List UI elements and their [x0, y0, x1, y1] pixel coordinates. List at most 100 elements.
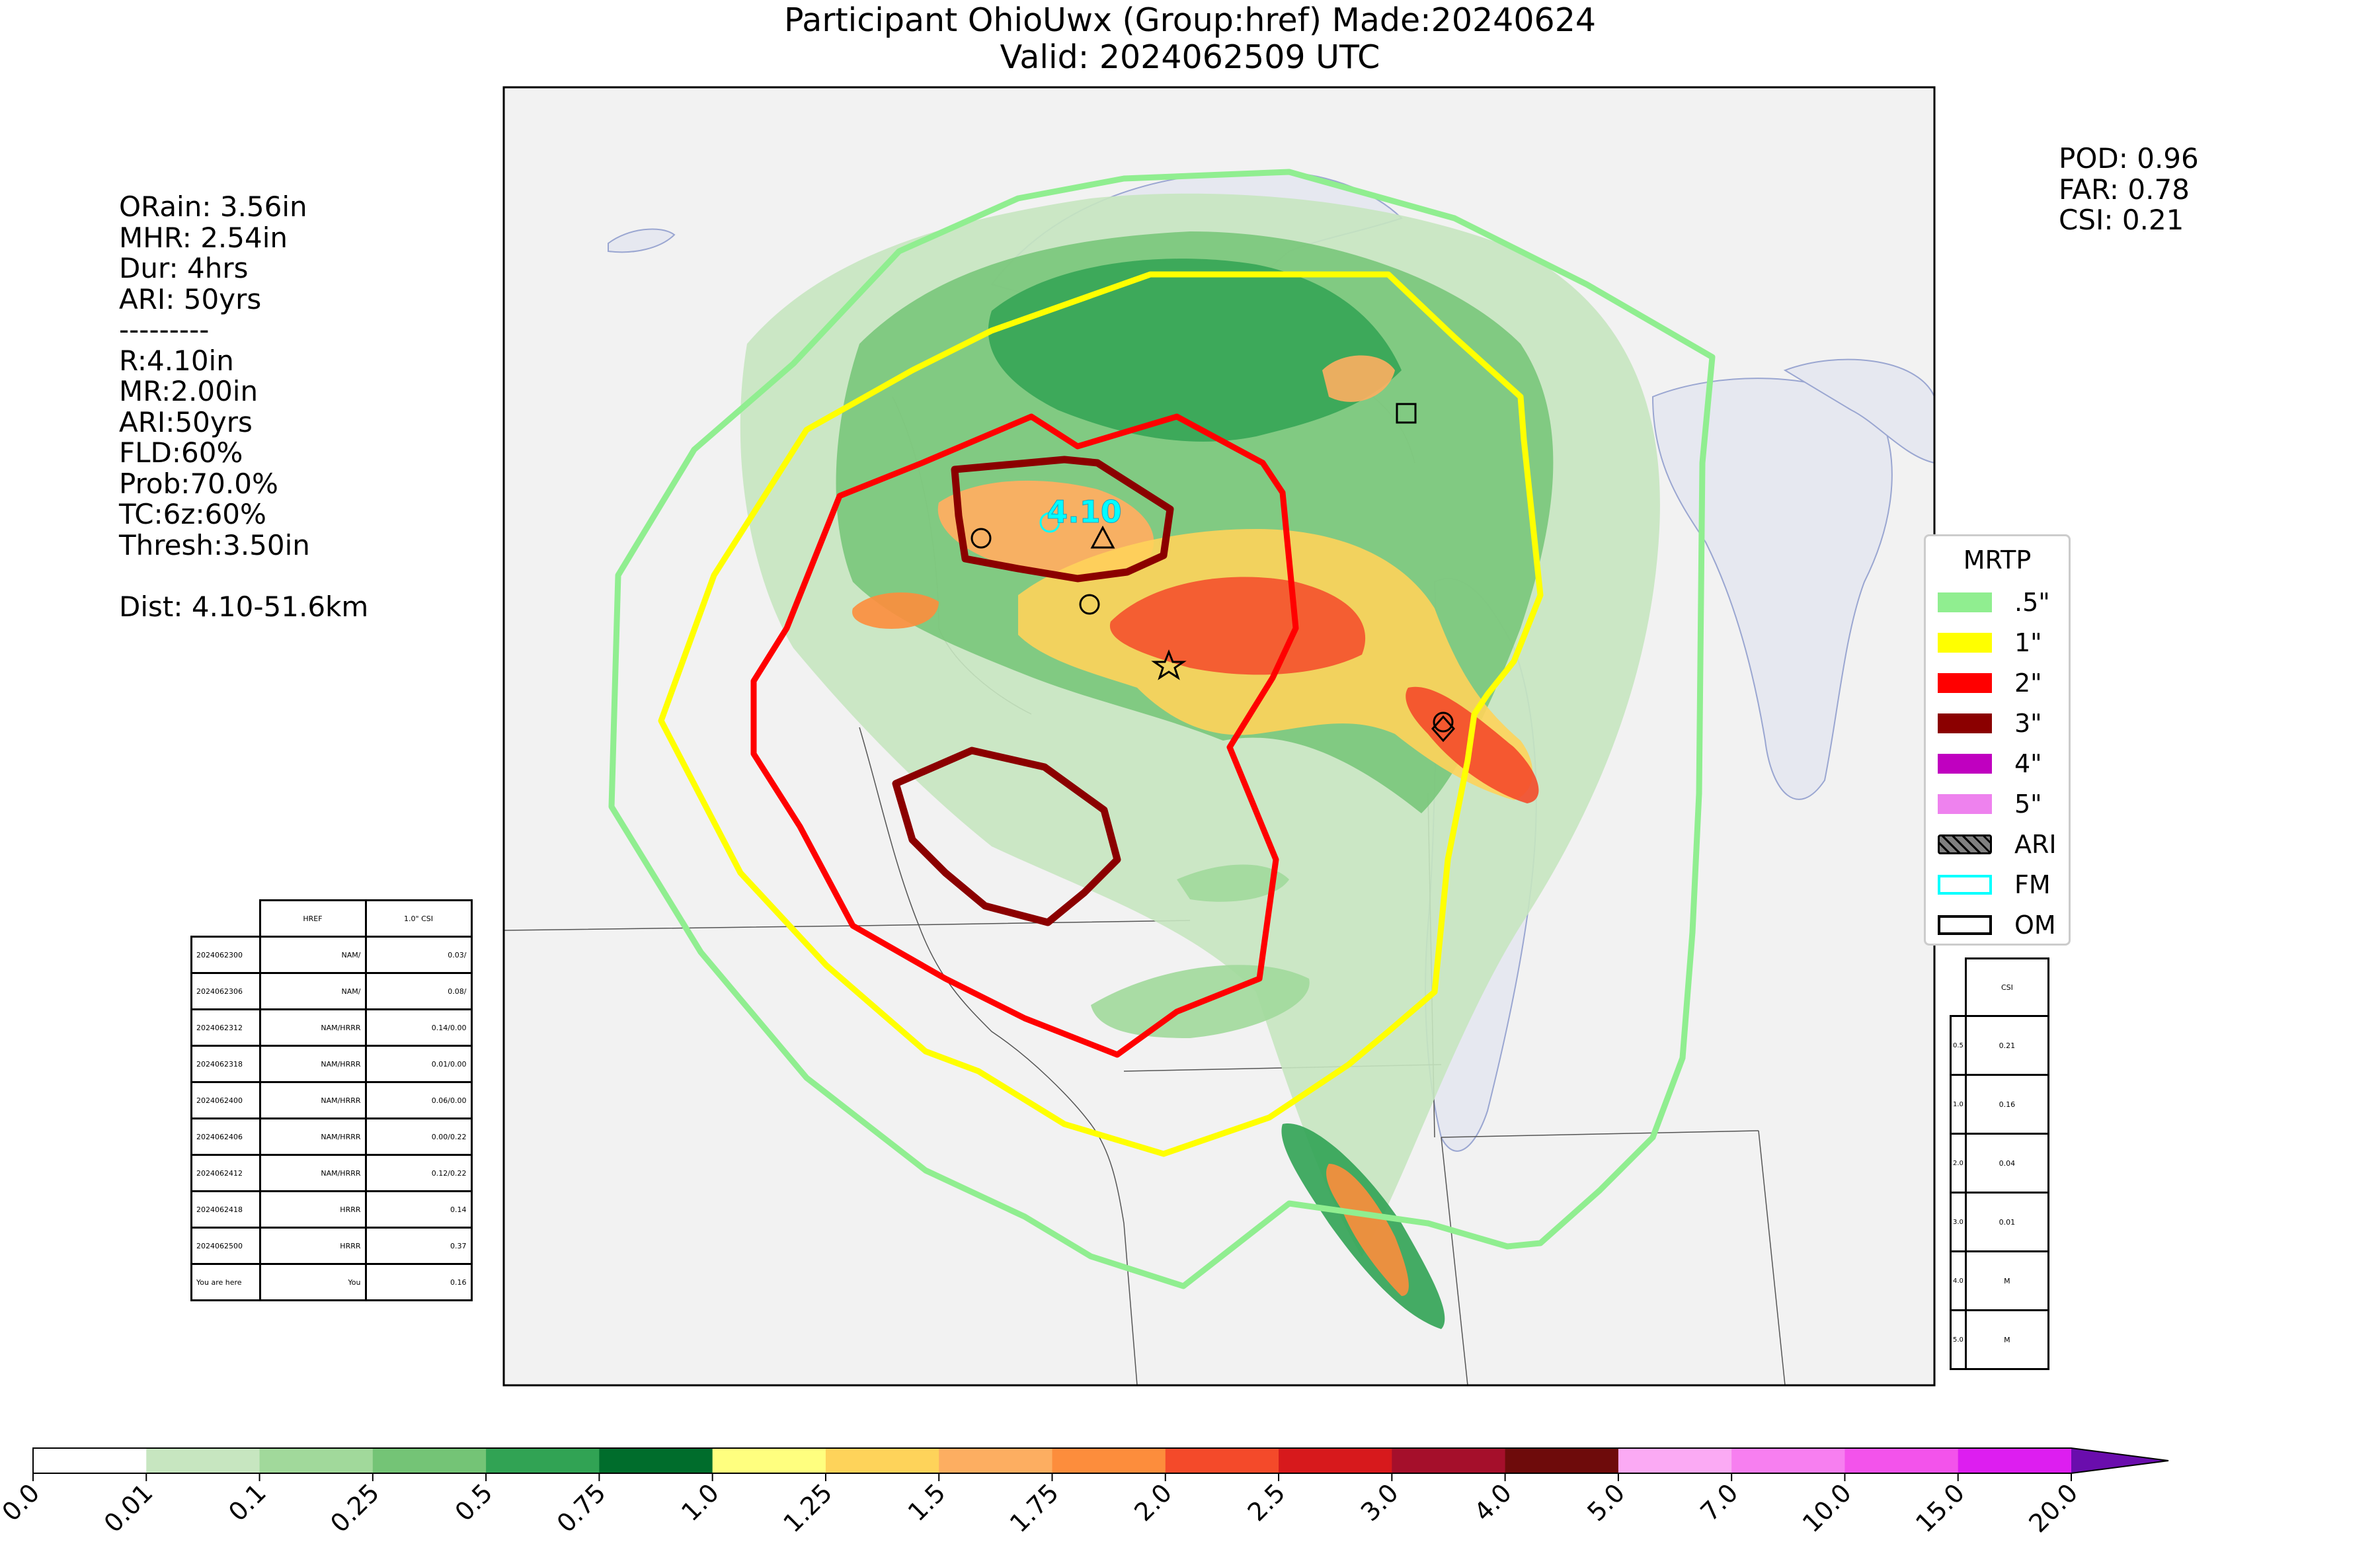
table-cell: 2024062406 — [190, 1117, 261, 1156]
table-row: 2024062318 NAM/HRRR 0.01/0.00 — [190, 1045, 473, 1083]
colorbar-tick-label: 3.0 — [1355, 1478, 1404, 1527]
contour-0.5in — [608, 169, 1716, 1289]
colorbar-tick-label: 1.5 — [902, 1478, 951, 1527]
table-cell: M — [1964, 1309, 2049, 1370]
table-cell: 0.16 — [364, 1263, 473, 1301]
table-cell: M — [1964, 1250, 2049, 1311]
legend-item: FM — [1938, 868, 2051, 901]
stat-line: Thresh:3.50in — [119, 528, 310, 561]
stat-line: FLD:60% — [119, 436, 243, 469]
colorbar-segment — [1505, 1448, 1619, 1473]
table-cell: 2024062412 — [190, 1154, 261, 1192]
legend-label: .5" — [2014, 588, 2050, 617]
colorbar-tick-label: 0.01 — [99, 1478, 159, 1538]
table-cell: 2024062400 — [190, 1081, 261, 1119]
table-cell: 0.21 — [1964, 1015, 2049, 1076]
obs-star-marker — [1151, 649, 1187, 680]
small-lake — [608, 228, 676, 253]
colorbar-segment — [1618, 1448, 1732, 1473]
legend-swatch — [1938, 915, 1992, 935]
legend-label: 1" — [2014, 628, 2042, 657]
table-row: 2024062500 HRRR 0.37 — [190, 1227, 473, 1265]
precip-heavy — [1326, 1164, 1409, 1296]
contour-1in — [658, 271, 1544, 1157]
stat-line: TC:6z:60% — [119, 498, 266, 530]
legend-label: 4" — [2014, 749, 2042, 778]
table-cell: 2024062418 — [190, 1190, 261, 1229]
colorbar-extend — [2071, 1448, 2168, 1473]
table-cell: 0.37 — [364, 1227, 473, 1265]
chart-title: Participant OhioUwx (Group:href) Made:20… — [783, 1, 1597, 39]
precip-field — [740, 193, 1660, 1329]
table-cell: NAM/HRRR — [258, 1154, 367, 1192]
stat-line: MHR: 2.54in — [119, 221, 288, 254]
table-cell: 2024062312 — [190, 1008, 261, 1047]
table-cell: You are here — [190, 1263, 261, 1301]
colorbar-segment — [1731, 1448, 1845, 1473]
chart-subtitle: Valid: 2024062509 UTC — [1000, 38, 1380, 76]
legend-item: 3" — [1938, 707, 2042, 740]
colorbar-segment — [146, 1448, 260, 1473]
table-row: You are here You 0.16 — [190, 1263, 473, 1301]
obs-circle-marker — [971, 528, 992, 549]
table-cell: 0.01 — [1964, 1192, 2049, 1252]
stat-line: Prob:70.0% — [119, 467, 278, 500]
table-cell: 2024062500 — [190, 1227, 261, 1265]
legend-item: 4" — [1938, 747, 2042, 780]
colorbar-segment — [1958, 1448, 2072, 1473]
table-row: 2024062312 NAM/HRRR 0.14/0.00 — [190, 1008, 473, 1047]
legend-label: 2" — [2014, 669, 2042, 698]
rain-stats: ORain: 3.56in MHR: 2.54in Dur: 4hrs ARI: 50… — [119, 191, 369, 623]
legend-title: MRTP — [1963, 546, 2032, 575]
max-rain-annotation: 4.10 — [1047, 494, 1122, 530]
table-row: 0.5 0.21 — [1950, 1015, 2049, 1076]
contour-3in — [951, 456, 1174, 583]
colorbar-segment — [1165, 1448, 1279, 1473]
legend-label: FM — [2014, 870, 2051, 899]
table-cell: 0.14/0.00 — [364, 1008, 473, 1047]
table-row: 2024062300 NAM/0.03/ — [190, 936, 473, 974]
colorbar-tick-label: 4.0 — [1468, 1478, 1517, 1527]
table-row: 2024062306 NAM/0.08/ — [190, 972, 473, 1010]
table-cell: NAM/ — [258, 972, 367, 1010]
legend-label: 5" — [2014, 790, 2042, 819]
table-cell: 0.06/0.00 — [364, 1081, 473, 1119]
legend-swatch — [1938, 633, 1992, 653]
legend-item: 5" — [1938, 788, 2042, 821]
table-cell: 3.0 — [1950, 1192, 1967, 1252]
colorbar-segment — [939, 1448, 1052, 1473]
forecast-max-marker — [1039, 512, 1060, 533]
stat-line: --------- — [119, 313, 210, 346]
precip-heavy — [1322, 355, 1395, 402]
history-table: HREF 1.0" CSI 2024062300 NAM/0.03/202406230… — [190, 899, 473, 1301]
stat-line: ARI:50yrs — [119, 405, 253, 438]
table-cell: You — [258, 1263, 367, 1301]
colorbar-tick-label: 0.1 — [223, 1478, 272, 1527]
table-header: 1.0" CSI — [364, 899, 473, 938]
table-row: 1.0 0.16 — [1950, 1074, 2049, 1135]
table-cell: 2.0 — [1950, 1133, 1967, 1194]
legend-label: ARI — [2014, 830, 2057, 859]
table-cell: 1.0 — [1950, 1074, 1967, 1135]
legend-swatch — [1938, 673, 1992, 693]
table-row: 3.0 0.01 — [1950, 1192, 2049, 1252]
table-cell: NAM/HRRR — [258, 1081, 367, 1119]
verification-stats: POD: 0.96 FAR: 0.78 CSI: 0.21 — [2059, 143, 2199, 236]
table-cell: NAM/HRRR — [258, 1008, 367, 1047]
far-value: FAR: 0.78 — [2059, 173, 2190, 206]
colorbar-tick-label: 0.0 — [0, 1478, 45, 1527]
precip-very-heavy — [1109, 577, 1366, 675]
colorbar-segment — [1844, 1448, 1959, 1473]
table-cell: 2024062306 — [190, 972, 261, 1010]
blank-cell — [1950, 958, 1967, 1016]
table-cell: 2024062300 — [190, 936, 261, 974]
table-row: 2024062400 NAM/HRRR 0.06/0.00 — [190, 1081, 473, 1119]
table-cell: HRRR — [258, 1227, 367, 1265]
contour-2in — [750, 413, 1299, 1058]
colorbar-tick-label: 2.0 — [1129, 1478, 1177, 1527]
table-cell: 0.16 — [1964, 1074, 2049, 1135]
colorbar-segment — [599, 1448, 713, 1473]
legend-swatch — [1938, 713, 1992, 733]
stat-line: Dist: 4.10-51.6km — [119, 590, 369, 623]
